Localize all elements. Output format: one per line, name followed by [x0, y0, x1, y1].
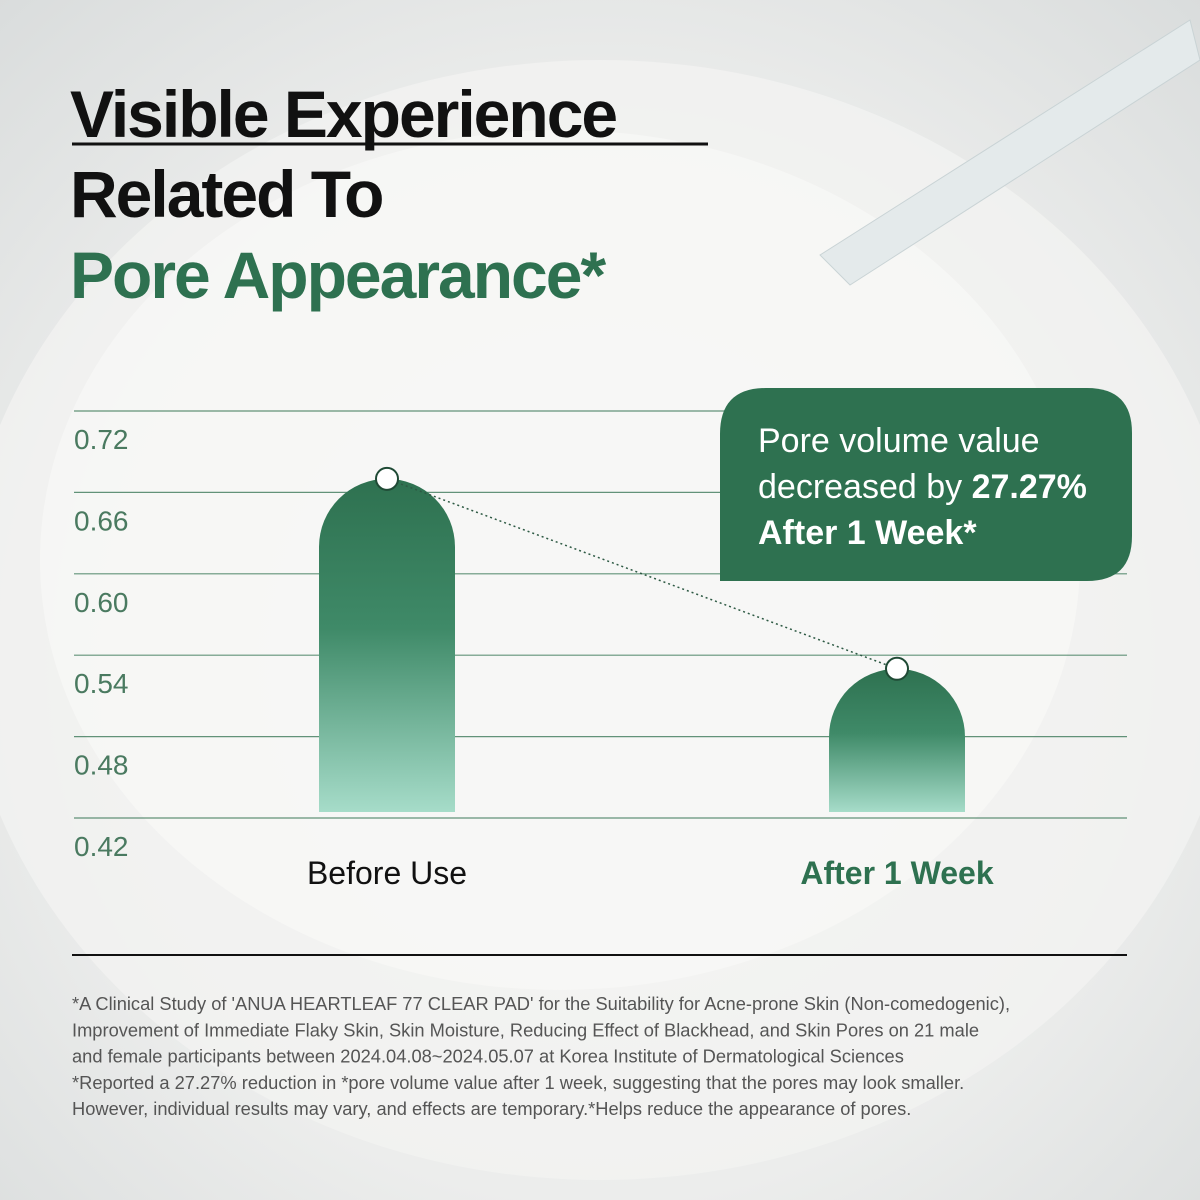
- y-tick-label: 0.72: [74, 424, 129, 455]
- annotation-box: [720, 388, 1132, 581]
- dropper: [819, 19, 1200, 286]
- point-marker: [375, 466, 399, 491]
- footnote-line: Improvement of Immediate Flaky Skin, Ski…: [72, 1019, 979, 1040]
- trend-line: [386, 478, 898, 670]
- footnote-line: However, individual results may vary, an…: [72, 1098, 911, 1119]
- y-tick-label: 0.48: [74, 750, 129, 781]
- pad: [40, 130, 1080, 990]
- title-line: Related To: [70, 157, 382, 231]
- footnote-line: *Reported a 27.27% reduction in *pore vo…: [72, 1072, 964, 1093]
- footnote: *A Clinical Study of 'ANUA HEARTLEAF 77 …: [72, 993, 1010, 1119]
- title: Visible Experience Related To Pore Appea…: [70, 77, 708, 312]
- bar: [829, 668, 965, 812]
- x-tick-label: After 1 Week: [800, 855, 993, 891]
- y-tick-label: 0.66: [74, 505, 129, 536]
- bar: [319, 478, 455, 812]
- footnote-line: and female participants between 2024.04.…: [72, 1046, 904, 1067]
- annotation-text: decreased by: [758, 468, 962, 506]
- title-line: Visible Experience: [70, 77, 616, 151]
- title-line: Pore Appearance*: [70, 238, 606, 312]
- annotation: Pore volume value decreased by 27.27% Af…: [720, 388, 1132, 581]
- point-marker: [885, 656, 909, 681]
- y-tick-label: 0.54: [74, 668, 129, 699]
- y-tick-label: 0.42: [74, 831, 129, 862]
- annotation-text: Pore volume value: [758, 422, 1040, 460]
- annotation-text: After 1 Week*: [758, 514, 977, 552]
- footnote-line: *A Clinical Study of 'ANUA HEARTLEAF 77 …: [72, 993, 1010, 1014]
- y-tick-label: 0.60: [74, 587, 129, 618]
- x-tick-label: Before Use: [307, 855, 467, 891]
- annotation-highlight: 27.27%: [972, 468, 1087, 506]
- annotation-text: decreased by 27.27%: [758, 468, 1087, 506]
